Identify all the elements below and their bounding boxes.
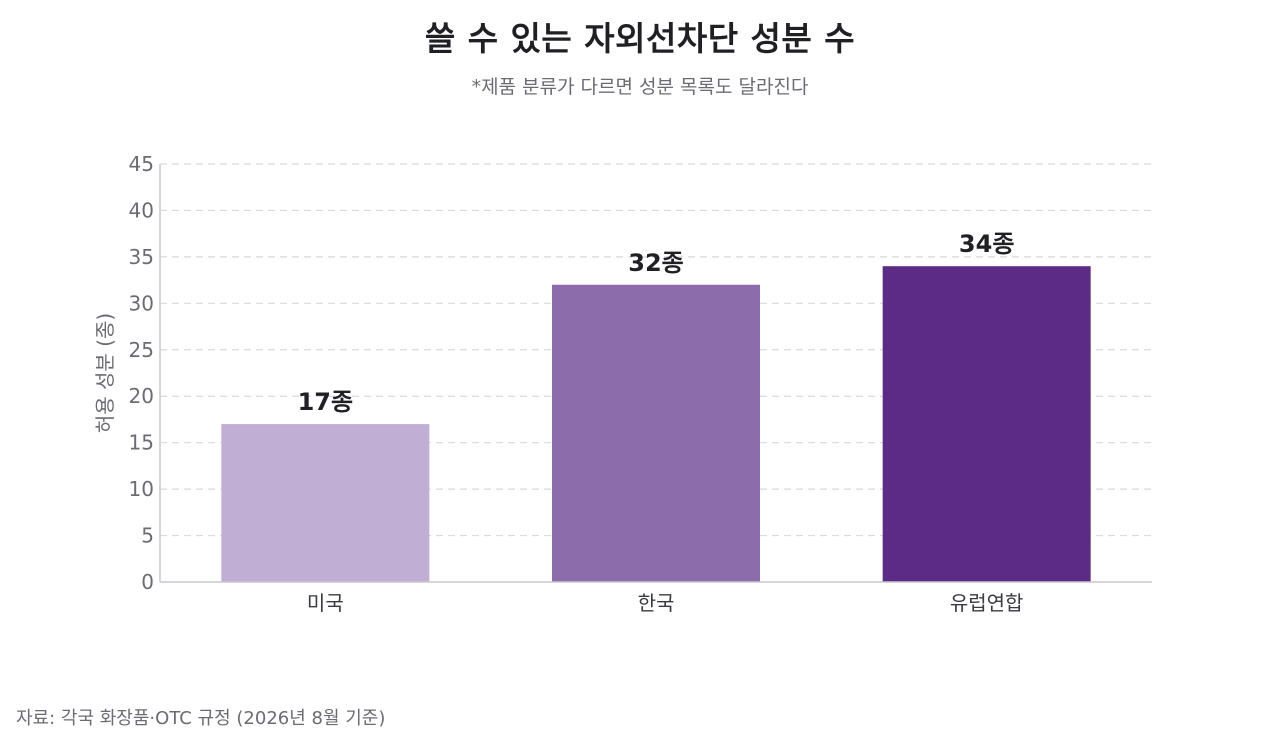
y-tick-label: 40 <box>129 198 154 222</box>
y-tick-label: 45 <box>129 152 154 176</box>
chart-title: 쓸 수 있는 자외선차단 성분 수 <box>424 19 856 58</box>
y-tick-label: 5 <box>141 524 154 548</box>
bar <box>882 266 1091 582</box>
x-axis-ticks: 미국 한국 유럽연합 <box>307 591 1024 615</box>
x-tick-label: 미국 <box>307 591 344 615</box>
bar <box>552 284 760 582</box>
x-tick-label: 유럽연합 <box>950 591 1024 615</box>
y-tick-label: 35 <box>129 245 154 269</box>
y-tick-label: 20 <box>129 384 154 408</box>
data-label: 32종 <box>628 249 683 277</box>
data-labels: 17종 32종 34종 <box>298 230 1015 416</box>
y-axis-ticks: 0 5 10 15 20 25 30 35 40 45 <box>129 152 154 594</box>
bars <box>221 266 1091 582</box>
data-label: 34종 <box>959 230 1014 258</box>
y-tick-label: 10 <box>129 477 154 501</box>
y-tick-label: 30 <box>129 291 154 315</box>
x-tick-label: 한국 <box>638 591 675 615</box>
data-label: 17종 <box>298 388 353 416</box>
source-note: 자료: 각국 화장품·OTC 규정 (2026년 8월 기준) <box>16 708 386 729</box>
y-axis-title: 허용 성분 (종) <box>93 313 117 433</box>
bar <box>221 424 430 582</box>
y-tick-label: 25 <box>129 338 154 362</box>
y-tick-label: 0 <box>141 570 154 594</box>
chart-subtitle: *제품 분류가 다르면 성분 목록도 달라진다 <box>471 76 809 98</box>
y-tick-label: 15 <box>129 431 154 455</box>
